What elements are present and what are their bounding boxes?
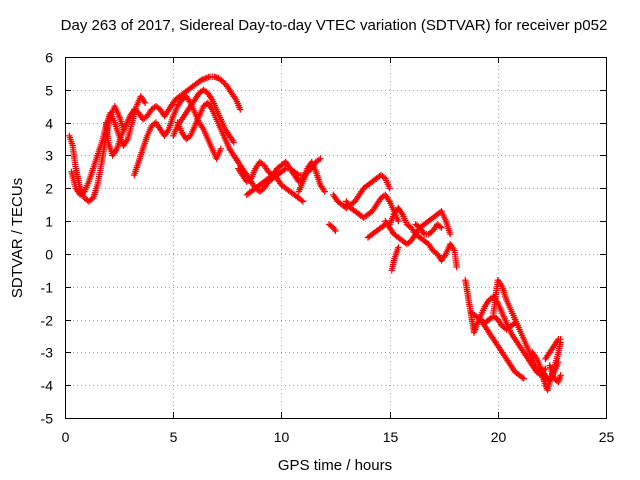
y-tick-label: 1	[45, 214, 53, 230]
x-tick-label: 20	[491, 429, 507, 445]
data-point	[453, 263, 460, 271]
axis-ticks	[65, 57, 607, 419]
data-point	[237, 106, 244, 113]
y-tick-label: -4	[41, 378, 54, 394]
chart-title: Day 263 of 2017, Sidereal Day-to-day VTE…	[61, 17, 608, 34]
data-point	[218, 77, 225, 84]
y-axis-tick-labels: -5 -4 -3 -2 -1 0 1 2 3 4 5 6	[41, 50, 54, 427]
data-point	[395, 244, 402, 251]
y-axis-label: SDTVAR / TECUs	[9, 178, 26, 298]
data-point	[317, 155, 324, 162]
data-point	[447, 231, 454, 238]
data-point	[557, 336, 564, 343]
data-point	[380, 222, 387, 229]
y-tick-label: 3	[45, 148, 53, 164]
data-point	[230, 139, 237, 146]
data-point	[321, 188, 328, 195]
data-point	[386, 185, 393, 192]
y-tick-label: 2	[45, 181, 53, 197]
x-axis-tick-labels: 0 5 10 15 20 25	[62, 429, 615, 445]
y-tick-label: -2	[41, 313, 54, 329]
data-point	[510, 320, 517, 328]
y-tick-label: 4	[45, 116, 53, 132]
x-tick-label: 15	[383, 429, 399, 445]
y-tick-label: 0	[45, 247, 53, 263]
data-point	[281, 166, 288, 173]
data-point	[520, 375, 527, 382]
y-tick-label: 5	[45, 83, 53, 99]
y-tick-label: -1	[41, 280, 54, 296]
data-point	[203, 74, 211, 81]
data-points	[66, 73, 564, 394]
y-tick-label: -5	[41, 411, 54, 427]
data-point	[436, 223, 444, 230]
data-point	[438, 224, 445, 231]
x-tick-label: 10	[274, 429, 290, 445]
data-point	[519, 374, 526, 381]
y-tick-label: -3	[41, 345, 54, 361]
data-point	[332, 227, 339, 235]
data-point	[557, 372, 564, 379]
x-axis-label: GPS time / hours	[278, 457, 392, 474]
grid	[65, 57, 606, 418]
x-tick-label: 25	[599, 429, 615, 445]
y-tick-label: 6	[45, 50, 53, 66]
data-point	[217, 145, 224, 153]
data-point	[315, 156, 323, 163]
data-point	[299, 198, 307, 205]
data-point	[511, 319, 519, 326]
data-point	[212, 74, 219, 81]
x-tick-label: 0	[62, 429, 70, 445]
data-point	[298, 197, 305, 204]
data-point	[141, 99, 149, 107]
data-point	[395, 217, 402, 225]
plot-frame	[65, 57, 607, 419]
x-tick-label: 5	[170, 429, 178, 445]
